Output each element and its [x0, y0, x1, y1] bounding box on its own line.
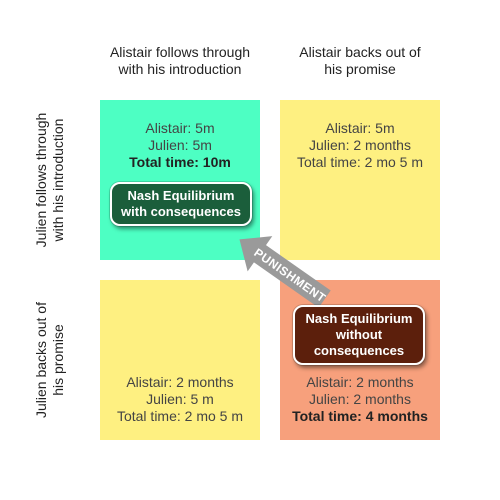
nash-equilibrium-with-consequences-badge: Nash Equilibrium with consequences [110, 182, 252, 226]
cell-total-time: Total time: 2 mo 5 m [296, 154, 424, 170]
row-header-line: with his introduction [50, 118, 66, 242]
nash-equilibrium-without-consequences-badge: Nash Equilibrium without consequences [293, 305, 425, 365]
badge-line: Nash Equilibrium [305, 311, 413, 326]
cell-total-time: Total time: 10m [129, 154, 231, 170]
cell-alistair-time: Alistair: 5m [325, 120, 395, 136]
badge-line: with consequences [121, 204, 241, 219]
cell-total-time: Total time: 4 months [292, 408, 428, 424]
row-header-line: Julien backs out of [33, 302, 49, 418]
cell-julien-time: Julien: 2 months [309, 391, 411, 407]
cell-julien-time: Julien: 5 m [146, 391, 214, 407]
badge-line: without [335, 327, 383, 342]
cell-alistair-time: Alistair: 2 months [306, 374, 414, 390]
column-header-line: with his introduction [118, 61, 242, 77]
cell-alistair-time: Alistair: 2 months [126, 374, 234, 390]
row-header-line: Julien follows through [33, 112, 49, 248]
column-header-alistair-follows: Alistair follows through with his introd… [100, 44, 260, 78]
column-header-alistair-backs-out: Alistair backs out of his promise [280, 44, 440, 78]
badge-line: Nash Equilibrium [127, 188, 235, 203]
cell-alistair-time: Alistair: 5m [145, 120, 215, 136]
row-header-julien-backs-out: Julien backs out of his promise [30, 280, 70, 440]
row-header-julien-follows: Julien follows through with his introduc… [30, 100, 70, 260]
column-header-line: his promise [324, 61, 396, 77]
cell-julien-time: Julien: 2 months [309, 137, 411, 153]
column-header-line: Alistair backs out of [299, 44, 421, 60]
cell-julien-time: Julien: 5m [148, 137, 212, 153]
cell-both-follow-through: Alistair: 5m Julien: 5m Total time: 10m [100, 100, 260, 260]
cell-julien-backs-out: Alistair: 2 months Julien: 5 m Total tim… [100, 280, 260, 440]
cell-total-time: Total time: 2 mo 5 m [116, 408, 244, 424]
column-header-line: Alistair follows through [109, 44, 251, 60]
badge-line: consequences [313, 343, 405, 358]
cell-alistair-backs-out: Alistair: 5m Julien: 2 months Total time… [280, 100, 440, 260]
row-header-line: his promise [50, 324, 66, 396]
